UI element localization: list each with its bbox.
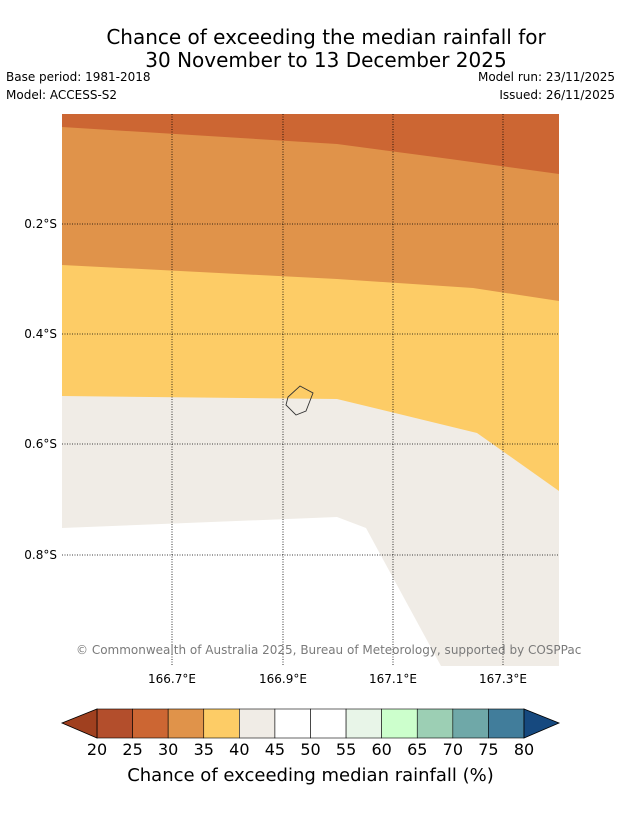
colorbar-under-arrow xyxy=(60,708,98,739)
colorbar-bin-50-55 xyxy=(310,708,347,739)
colorbar-bin-45-50 xyxy=(274,708,311,739)
copyright-text: © Commonwealth of Australia 2025, Bureau… xyxy=(76,643,582,657)
colorbar-tick: 60 xyxy=(371,740,392,759)
lon-label-166.7: 166.7°E xyxy=(148,672,196,686)
colorbar-bin-25-30 xyxy=(132,708,169,739)
issued-text: Issued: 26/11/2025 xyxy=(499,88,615,102)
lat-label-0.8: 0.8°S xyxy=(24,548,57,562)
colorbar-tick: 80 xyxy=(513,740,535,759)
colorbar-bin-55-60 xyxy=(345,708,382,739)
lat-label-0.2: 0.2°S xyxy=(24,217,57,231)
title-line-1: Chance of exceeding the median rainfall … xyxy=(106,25,546,49)
colorbar-tick: 55 xyxy=(335,740,357,759)
title-line-2: 30 November to 13 December 2025 xyxy=(145,48,507,72)
colorbar-bin-35-40 xyxy=(203,708,240,739)
lon-label-166.9: 166.9°E xyxy=(259,672,307,686)
model-run-text: Model run: 23/11/2025 xyxy=(477,70,615,84)
lat-label-0.4: 0.4°S xyxy=(24,327,57,341)
chart-title: Chance of exceeding the median rainfall … xyxy=(0,26,621,72)
band-25-30 xyxy=(62,114,559,301)
lat-label-0.6: 0.6°S xyxy=(24,437,57,451)
colorbar-tick: 40 xyxy=(229,740,250,759)
colorbar-tick: 45 xyxy=(264,740,286,759)
colorbar-tick: 65 xyxy=(407,740,428,759)
lat-gridlines xyxy=(62,223,559,556)
colorbar-tick: 35 xyxy=(193,740,214,759)
lon-label-167.3: 167.3°E xyxy=(479,672,527,686)
meta-right: Model run: 23/11/2025 Issued: 26/11/2025 xyxy=(478,68,615,104)
band-20-25 xyxy=(62,114,559,174)
colorbar-tick: 20 xyxy=(86,740,108,759)
colorbar-tick: 75 xyxy=(478,740,499,759)
island-outline xyxy=(285,385,314,416)
colorbar-bin-70-75 xyxy=(452,708,489,739)
colorbar-tick: 50 xyxy=(300,740,321,759)
colorbar-over-arrow xyxy=(523,708,561,739)
colorbar-bin-60-65 xyxy=(381,708,418,739)
colorbar-tick: 30 xyxy=(157,740,179,759)
colorbar-tick: 70 xyxy=(442,740,464,759)
colorbar-bin-30-35 xyxy=(167,708,205,739)
colorbar-label: Chance of exceeding median rainfall (%) xyxy=(127,765,494,786)
colorbar-tick: 25 xyxy=(122,740,143,759)
colorbar-bin-20-25 xyxy=(96,708,133,739)
colorbar-bin-75-80 xyxy=(488,708,525,739)
lon-label-167.1: 167.1°E xyxy=(369,672,417,686)
lon-gridlines xyxy=(171,114,504,666)
colorbar-bins xyxy=(96,708,525,739)
colorbar-bin-65-70 xyxy=(416,708,454,739)
base-period-text: Base period: 1981-2018 xyxy=(6,70,151,84)
model-text: Model: ACCESS-S2 xyxy=(6,88,118,102)
rainfall-map xyxy=(62,114,559,666)
colorbar-bin-40-45 xyxy=(239,708,276,739)
meta-left: Base period: 1981-2018 Model: ACCESS-S2 xyxy=(6,68,151,104)
